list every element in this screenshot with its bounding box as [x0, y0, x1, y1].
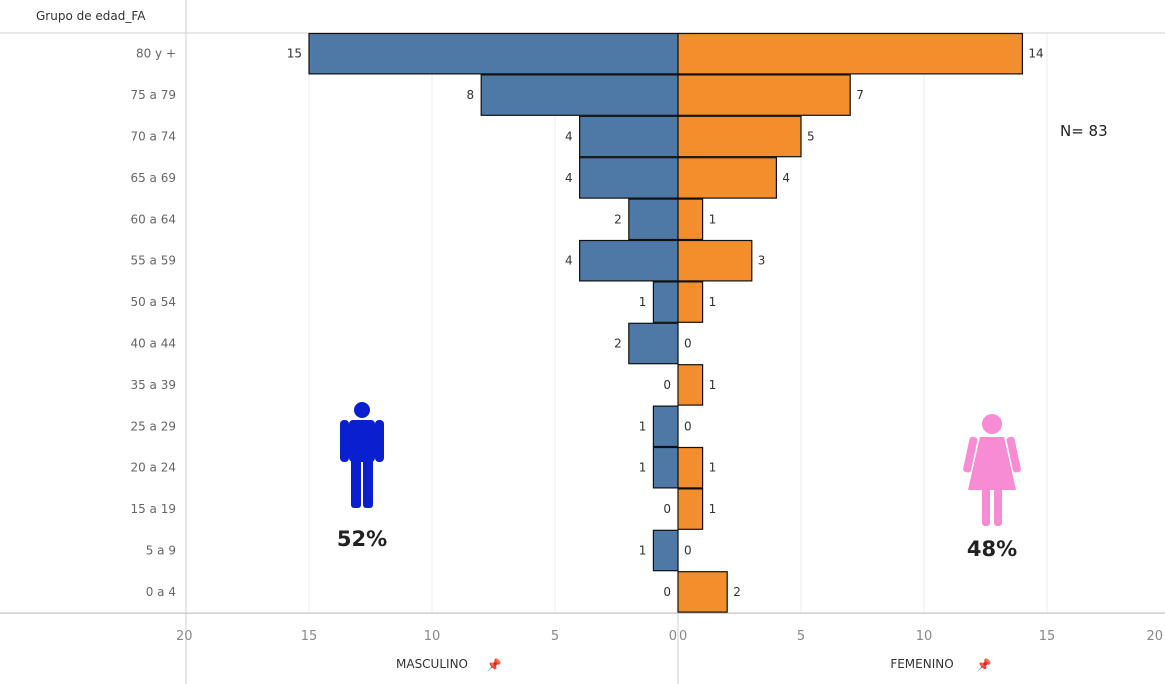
bar-femenino [677, 488, 704, 530]
bar-masculino [308, 32, 679, 75]
x-tick-label: 15 [301, 629, 318, 644]
data-label-masculino: 1 [639, 419, 647, 433]
row-labels: 80 y + 75 a 79 70 a 74 65 a 69 60 a 64 55 a 5… [130, 47, 176, 599]
axis-title-masculino: MASCULINO [396, 657, 468, 671]
data-label-masculino: 2 [614, 212, 622, 226]
bar-femenino [677, 239, 753, 282]
bar-masculino [578, 239, 679, 282]
row-header: Grupo de edad_FA [36, 9, 146, 23]
data-label-masculino: 0 [663, 585, 671, 599]
total-count-label: N= 83 [1060, 122, 1108, 140]
x-tick-label: 15 [1039, 629, 1056, 644]
x-tick-label: 20 [176, 629, 193, 644]
male-percentage: 52% [337, 527, 387, 551]
bar-femenino [677, 281, 704, 323]
data-label-femenino: 1 [709, 378, 717, 392]
row-label: 60 a 64 [130, 212, 176, 226]
data-label-femenino: 0 [684, 337, 692, 351]
data-label-femenino: 1 [709, 461, 717, 475]
data-label-masculino: 4 [565, 254, 573, 268]
row-label: 50 a 54 [130, 295, 176, 309]
row-label: 55 a 59 [130, 254, 176, 268]
bar-femenino [677, 198, 704, 241]
x-tick-label: 20 [1146, 629, 1163, 644]
bar-femenino [677, 571, 728, 613]
row-label: 80 y + [136, 47, 176, 61]
data-label-femenino: 0 [684, 544, 692, 558]
data-label-femenino: 4 [782, 171, 790, 185]
bars: 15 148 74 54 42 14 31 12 00 11 01 10 11 00 2 [287, 32, 1044, 613]
data-label-femenino: 5 [807, 130, 815, 144]
pin-icon: 📌 [977, 657, 992, 672]
data-label-masculino: 0 [663, 378, 671, 392]
bar-masculino [578, 157, 679, 199]
bar-femenino [677, 446, 704, 489]
axis-title-femenino: FEMENINO [890, 657, 953, 671]
pin-icon: 📌 [487, 657, 502, 672]
bar-masculino [652, 529, 679, 572]
bar-masculino [652, 281, 679, 323]
x-tick-label: 5 [551, 629, 559, 644]
bar-masculino [628, 322, 679, 365]
bar-femenino [677, 157, 778, 199]
bar-masculino [480, 74, 679, 116]
x-tick-label: 10 [916, 629, 933, 644]
data-label-masculino: 4 [565, 130, 573, 144]
bar-masculino [628, 198, 679, 241]
data-label-masculino: 8 [467, 88, 475, 102]
data-label-femenino: 1 [709, 502, 717, 516]
female-percentage: 48% [967, 537, 1017, 561]
bar-femenino [677, 115, 802, 158]
x-tick-label: 10 [424, 629, 441, 644]
data-label-femenino: 14 [1028, 47, 1043, 61]
row-label: 70 a 74 [130, 130, 176, 144]
data-label-masculino: 1 [639, 544, 647, 558]
x-tick-label: 0 [679, 629, 687, 644]
row-label: 65 a 69 [130, 171, 176, 185]
bar-femenino [677, 74, 851, 116]
data-label-masculino: 2 [614, 337, 622, 351]
x-tick-label: 5 [797, 629, 805, 644]
data-label-masculino: 4 [565, 171, 573, 185]
data-label-femenino: 1 [709, 295, 717, 309]
row-label: 40 a 44 [130, 337, 176, 351]
row-label: 5 a 9 [146, 544, 176, 558]
bar-femenino [677, 32, 1023, 75]
bar-masculino [578, 115, 679, 158]
data-label-femenino: 1 [709, 212, 717, 226]
row-label: 15 a 19 [130, 502, 176, 516]
bar-femenino [677, 364, 704, 406]
x-tick-label: 0 [669, 629, 677, 644]
male-person-icon [340, 402, 384, 508]
bar-masculino [652, 405, 679, 448]
row-label: 75 a 79 [130, 88, 176, 102]
data-label-masculino: 1 [639, 461, 647, 475]
data-label-masculino: 0 [663, 502, 671, 516]
row-label: 0 a 4 [146, 585, 176, 599]
row-label: 35 a 39 [130, 378, 176, 392]
female-person-icon [963, 414, 1021, 526]
row-label: 20 a 24 [130, 461, 176, 475]
data-label-femenino: 3 [758, 254, 766, 268]
data-label-masculino: 1 [639, 295, 647, 309]
x-axis-ticks: 20 15 10 5 0 0 5 10 15 20 [176, 629, 1163, 644]
bar-masculino [652, 446, 679, 489]
data-label-masculino: 15 [287, 47, 302, 61]
data-label-femenino: 2 [733, 585, 741, 599]
row-label: 25 a 29 [130, 419, 176, 433]
data-label-femenino: 7 [856, 88, 864, 102]
data-label-femenino: 0 [684, 419, 692, 433]
